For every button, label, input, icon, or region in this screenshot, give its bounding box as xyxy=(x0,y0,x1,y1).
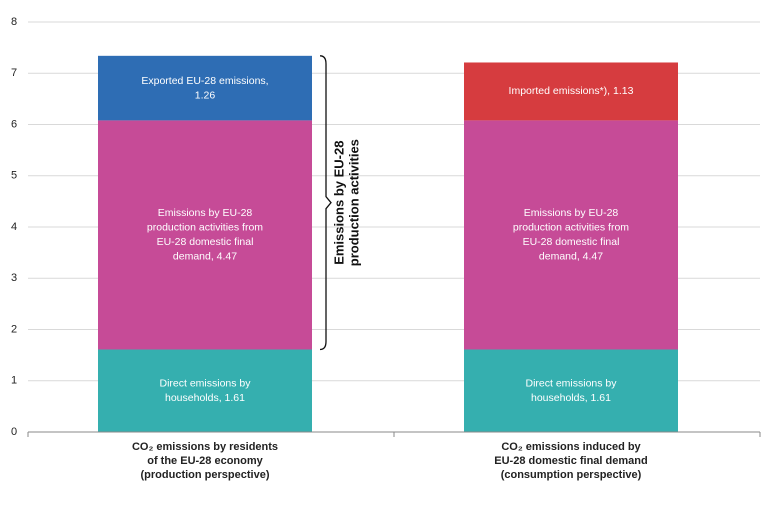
data-label: Direct emissions by households, 1.61 xyxy=(525,377,617,404)
x-tick-label: CO₂ emissions by residents of the EU-28 e… xyxy=(132,441,278,481)
bar-segment xyxy=(98,120,312,350)
data-label: Exported EU-28 emissions, 1.26 xyxy=(141,75,268,102)
y-tick-label: 2 xyxy=(11,323,17,335)
bar-segment xyxy=(464,120,678,350)
y-tick-label: 1 xyxy=(11,375,17,387)
annotation: Emissions by EU-28production activities xyxy=(332,139,362,266)
y-tick-label: 7 xyxy=(11,67,17,79)
y-tick-label: 0 xyxy=(11,426,17,438)
data-label: Imported emissions*), 1.13 xyxy=(509,85,634,97)
y-tick-label: 8 xyxy=(11,16,17,28)
y-tick-label: 4 xyxy=(11,221,17,233)
bar-segment xyxy=(464,62,678,121)
y-tick-label: 3 xyxy=(11,272,17,284)
x-tick-label: CO₂ emissions induced by EU-28 domestic f… xyxy=(494,441,647,481)
bar-segment xyxy=(98,55,312,121)
data-label: Emissions by EU-28 production activities … xyxy=(147,207,263,263)
data-label: Emissions by EU-28 production activities … xyxy=(513,207,629,263)
y-tick-label: 6 xyxy=(11,118,17,130)
y-tick-label: 5 xyxy=(11,170,17,182)
bracket xyxy=(319,55,332,351)
bar-segment xyxy=(98,349,312,432)
data-label: Direct emissions by households, 1.61 xyxy=(159,377,251,404)
bar-segment xyxy=(464,349,678,432)
